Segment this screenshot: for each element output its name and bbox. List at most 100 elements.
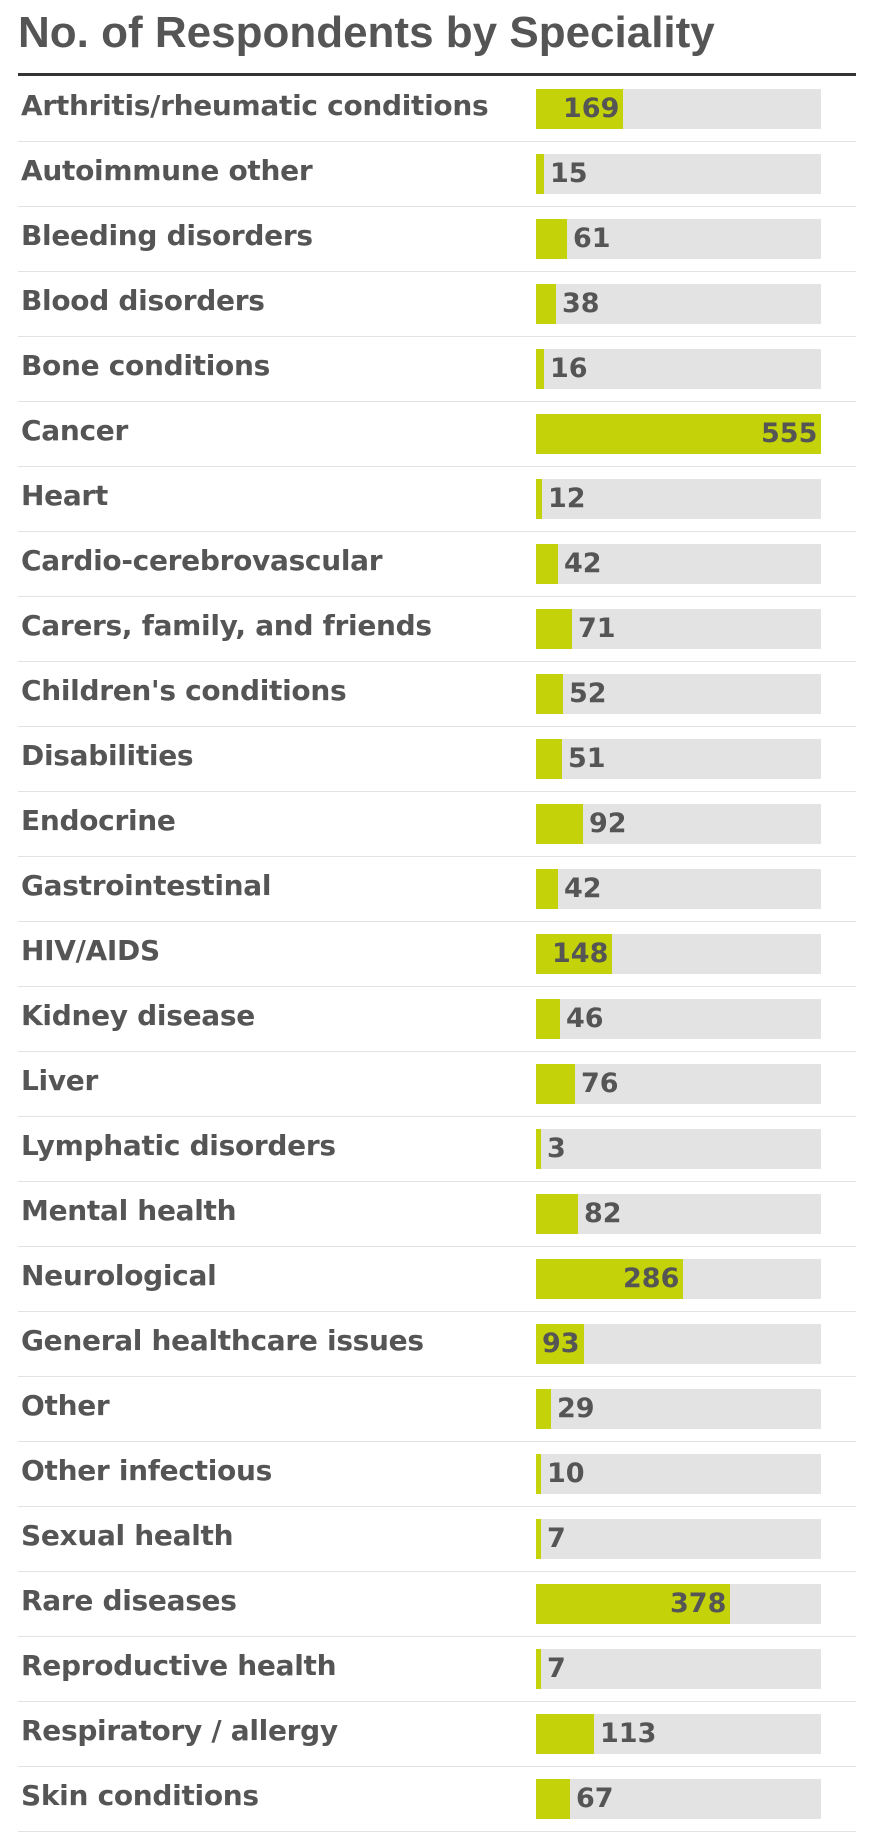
value-label: 12	[548, 483, 586, 514]
bar-track: 7	[536, 1649, 821, 1689]
bar-track: 92	[536, 804, 821, 844]
category-label: Cancer	[21, 414, 128, 447]
bar-row: Mental health 82	[18, 1182, 856, 1247]
value-label: 51	[568, 743, 606, 774]
bar-row: General healthcare issues 93	[18, 1312, 856, 1377]
category-label: Blood disorders	[21, 284, 265, 317]
value-label: 15	[550, 158, 588, 189]
category-label: Children's conditions	[21, 674, 347, 707]
category-label: Skin conditions	[21, 1779, 259, 1812]
bar	[536, 1389, 551, 1429]
bar	[536, 804, 583, 844]
category-label: Gastrointestinal	[21, 869, 272, 902]
category-label: Lymphatic disorders	[21, 1129, 336, 1162]
bar-track: 7	[536, 1519, 821, 1559]
category-label: Cardio-cerebrovascular	[21, 544, 383, 577]
value-label: 67	[576, 1783, 614, 1814]
bar-row: Autoimmune other 15	[18, 142, 856, 207]
bar-row: Disabilities 51	[18, 727, 856, 792]
bar	[536, 869, 558, 909]
bar-row: Other infectious 10	[18, 1442, 856, 1507]
bar-track: 76	[536, 1064, 821, 1104]
bar-track: 555	[536, 414, 821, 454]
bar-track: 42	[536, 869, 821, 909]
bar-row: HIV/AIDS 148	[18, 922, 856, 987]
bar-row: Sexual health 7	[18, 1507, 856, 1572]
bar	[536, 1519, 541, 1559]
category-label: Liver	[21, 1064, 98, 1097]
category-label: Rare diseases	[21, 1584, 237, 1617]
category-label: Autoimmune other	[21, 154, 313, 187]
title-underline	[18, 73, 856, 76]
bar-track: 61	[536, 219, 821, 259]
value-label: 555	[761, 418, 818, 449]
category-label: Sexual health	[21, 1519, 234, 1552]
bar	[536, 219, 567, 259]
bar-row: Respiratory / allergy 113	[18, 1702, 856, 1767]
bar	[536, 674, 563, 714]
category-label: Respiratory / allergy	[21, 1714, 338, 1747]
category-label: Disabilities	[21, 739, 194, 772]
category-label: Carers, family, and friends	[21, 609, 432, 642]
bar	[536, 349, 544, 389]
category-label: Arthritis/rheumatic conditions	[21, 89, 489, 122]
bar	[536, 1129, 541, 1169]
bar-track: 46	[536, 999, 821, 1039]
bar-row: Liver 76	[18, 1052, 856, 1117]
bar-track: 29	[536, 1389, 821, 1429]
category-label: HIV/AIDS	[21, 934, 160, 967]
bar-track: 148	[536, 934, 821, 974]
bar-track: 378	[536, 1584, 821, 1624]
value-label: 286	[623, 1263, 680, 1294]
bar-row: Bone conditions 16	[18, 337, 856, 402]
bar-track: 71	[536, 609, 821, 649]
value-label: 61	[573, 223, 611, 254]
value-label: 7	[547, 1523, 566, 1554]
category-label: Other infectious	[21, 1454, 272, 1487]
value-label: 16	[550, 353, 588, 384]
value-label: 76	[581, 1068, 619, 1099]
value-label: 38	[562, 288, 600, 319]
bar	[536, 479, 542, 519]
bar-track: 93	[536, 1324, 821, 1364]
bar-track: 16	[536, 349, 821, 389]
bar-row: Gastrointestinal 42	[18, 857, 856, 922]
bar	[536, 1259, 683, 1299]
bar-track: 42	[536, 544, 821, 584]
bar	[536, 739, 562, 779]
bar-row: Bleeding disorders 61	[18, 207, 856, 272]
bar-row: Children's conditions 52	[18, 662, 856, 727]
bar-row: Heart 12	[18, 467, 856, 532]
bar-row: Kidney disease 46	[18, 987, 856, 1052]
bar-row: Arthritis/rheumatic conditions 169	[18, 77, 856, 142]
category-label: Other	[21, 1389, 110, 1422]
bar-track: 38	[536, 284, 821, 324]
bar-row: Skin conditions 67	[18, 1767, 856, 1832]
value-label: 82	[584, 1198, 622, 1229]
bar-track: 169	[536, 89, 821, 129]
bar-track: 67	[536, 1779, 821, 1819]
bar-row: Carers, family, and friends 71	[18, 597, 856, 662]
value-label: 42	[564, 873, 602, 904]
bar	[536, 1649, 541, 1689]
bar	[536, 544, 558, 584]
bar	[536, 1064, 575, 1104]
bar	[536, 1584, 730, 1624]
chart-title: No. of Respondents by Speciality	[18, 8, 715, 57]
bar	[536, 999, 560, 1039]
value-label: 93	[542, 1328, 580, 1359]
bar-row: Lymphatic disorders 3	[18, 1117, 856, 1182]
bar-track: 12	[536, 479, 821, 519]
bar-track: 82	[536, 1194, 821, 1234]
bar	[536, 89, 623, 129]
bar	[536, 934, 612, 974]
bar-row: Cardio-cerebrovascular 42	[18, 532, 856, 597]
value-label: 3	[547, 1133, 566, 1164]
value-label: 148	[552, 938, 609, 969]
bar	[536, 1324, 584, 1364]
bar-row: Cancer 555	[18, 402, 856, 467]
bar	[536, 609, 572, 649]
category-label: Neurological	[21, 1259, 217, 1292]
value-label: 92	[589, 808, 627, 839]
